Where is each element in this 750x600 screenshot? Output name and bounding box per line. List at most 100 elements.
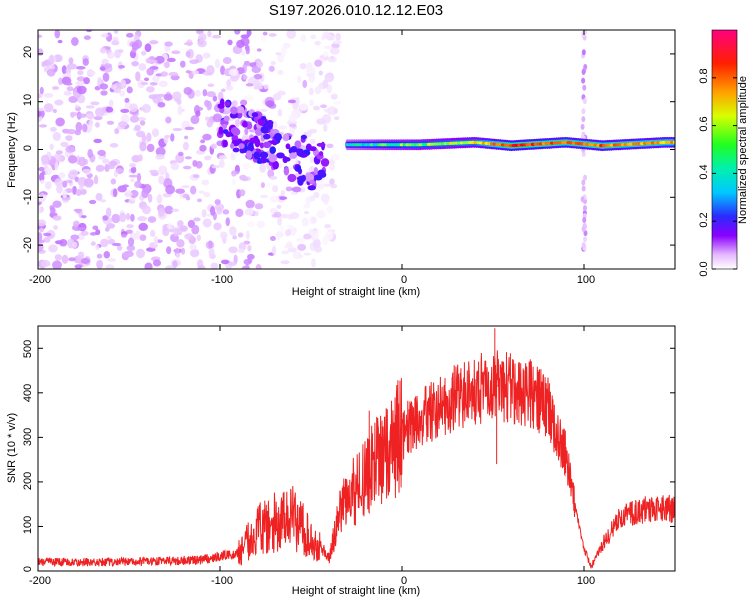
spectrogram-noise-blob — [243, 60, 250, 66]
spectrogram-noise-blob — [219, 231, 228, 240]
spectrogram-cluster-blob — [249, 137, 256, 144]
spectrogram-ridge-core — [672, 140, 675, 144]
spectrogram-noise-blob — [231, 170, 237, 177]
spectrogram-noise-blob — [325, 230, 334, 241]
spectrogram-noise-blob — [79, 184, 84, 192]
spectrogram-noise-blob — [87, 70, 96, 76]
spectrogram-noise-blob — [185, 50, 191, 58]
spectrogram-noise-blob — [326, 143, 334, 149]
spectrogram-noise-blob — [203, 52, 211, 59]
spectrogram-streak-blob — [582, 205, 587, 212]
spectrogram-noise-blob — [314, 59, 323, 67]
spectrogram-noise-blob — [253, 73, 263, 80]
spectrogram-noise-blob — [147, 216, 157, 223]
spectrogram-noise-blob — [305, 196, 312, 205]
spectrogram-noise-blob — [259, 108, 268, 113]
colorbar-tick-label: 0.2 — [698, 212, 710, 227]
spectrogram-cluster-blob — [300, 134, 307, 140]
spectrogram-noise-blob — [71, 37, 79, 46]
spectrogram-cluster-blob — [290, 146, 298, 153]
spectrogram-noise-blob — [130, 213, 135, 222]
spectrogram-noise-blob — [113, 30, 119, 34]
spectrogram-noise-blob — [124, 97, 130, 103]
spectrogram-cluster-blob — [224, 101, 231, 107]
spectrogram-noise-blob — [152, 259, 162, 267]
spectrogram-xtick-label: -200 — [29, 274, 51, 286]
spectrogram-noise-blob — [38, 124, 48, 128]
spectrogram-noise-blob — [166, 57, 176, 63]
spectrogram-noise-blob — [92, 225, 99, 231]
spectrogram-noise-blob — [38, 232, 43, 242]
spectrogram-noise-blob — [329, 163, 336, 171]
spectrogram-noise-blob — [66, 128, 77, 135]
spectrogram-noise-blob — [197, 264, 206, 269]
spectrogram-cluster-blob — [287, 173, 297, 183]
spectrogram-noise-blob — [273, 211, 282, 218]
spectrogram-noise-blob — [119, 212, 127, 223]
spectrogram-ylabel: Frequency (Hz) — [6, 112, 18, 188]
spectrogram-noise-blob — [131, 60, 139, 67]
spectrogram-noise-blob — [204, 155, 212, 161]
spectrogram-noise-blob — [111, 213, 121, 224]
spectrogram-streak-blob — [581, 31, 586, 38]
colorbar-frame — [711, 29, 738, 270]
spectrogram-noise-blob — [125, 212, 131, 221]
spectrogram-ytick-label: -20 — [22, 237, 34, 253]
spectrogram-noise-blob — [136, 172, 142, 183]
spectrogram-noise-blob — [202, 133, 212, 141]
spectrogram-noise-blob — [163, 61, 170, 69]
spectrogram-noise-blob — [48, 244, 58, 253]
spectrogram-noise-blob — [234, 30, 241, 35]
spectrogram-noise-blob — [323, 45, 333, 50]
spectrogram-noise-blob — [109, 143, 119, 148]
spectrogram-noise-blob — [232, 235, 238, 240]
spectrogram-noise-blob — [50, 206, 56, 215]
spectrogram-cluster-blob — [230, 106, 238, 115]
spectrogram-noise-blob — [277, 125, 287, 130]
spectrogram-noise-blob — [118, 64, 126, 69]
spectrogram-streak-blob — [581, 185, 586, 192]
spectrogram-noise-blob — [94, 107, 105, 118]
spectrogram-noise-blob — [141, 103, 151, 113]
spectrogram-noise-blob — [241, 176, 249, 182]
spectrogram-cluster-blob — [242, 120, 248, 128]
spectrogram-noise-blob — [94, 122, 100, 128]
spectrogram-noise-blob — [244, 208, 254, 216]
spectrogram-cluster-blob — [244, 127, 249, 136]
spectrogram-noise-blob — [175, 253, 181, 259]
spectrogram-noise-blob — [100, 33, 109, 38]
spectrogram-noise-blob — [255, 264, 262, 269]
spectrogram-noise-blob — [303, 252, 312, 256]
spectrogram-noise-blob — [46, 68, 56, 77]
spectrogram-noise-blob — [106, 235, 112, 241]
spectrogram-streak-blob — [583, 174, 588, 181]
spectrogram-noise-blob — [151, 128, 160, 138]
spectrogram-noise-blob — [322, 79, 329, 89]
spectrogram-noise-blob — [70, 148, 76, 153]
spectrogram-noise-blob — [61, 254, 69, 264]
spectrogram-noise-blob — [182, 141, 189, 151]
spectrogram-noise-blob — [147, 193, 153, 203]
spectrogram-noise-blob — [330, 153, 341, 161]
spectrogram-noise-blob — [218, 155, 228, 160]
spectrogram-noise-blob — [38, 34, 43, 38]
spectrogram-noise-blob — [168, 228, 179, 233]
spectrogram-noise-blob — [203, 191, 211, 198]
spectrogram-noise-blob — [43, 92, 54, 98]
spectrogram-cluster-blob — [283, 157, 291, 162]
spectrogram-noise-blob — [58, 77, 64, 85]
spectrogram-noise-blob — [107, 165, 115, 170]
spectrogram-noise-blob — [206, 91, 216, 98]
spectrogram-noise-blob — [122, 184, 129, 188]
spectrogram-noise-blob — [308, 228, 316, 236]
spectrogram-noise-blob — [309, 99, 315, 107]
spectrogram-noise-blob — [66, 63, 77, 70]
spectrogram-noise-blob — [114, 128, 120, 135]
spectrogram-noise-blob — [40, 154, 50, 164]
spectrogram-noise-blob — [270, 60, 276, 66]
spectrogram-noise-blob — [255, 60, 264, 68]
spectrogram-noise-blob — [74, 129, 82, 136]
spectrogram-noise-blob — [99, 83, 109, 90]
spectrogram-noise-blob — [312, 238, 321, 249]
spectrogram-noise-blob — [143, 77, 150, 82]
